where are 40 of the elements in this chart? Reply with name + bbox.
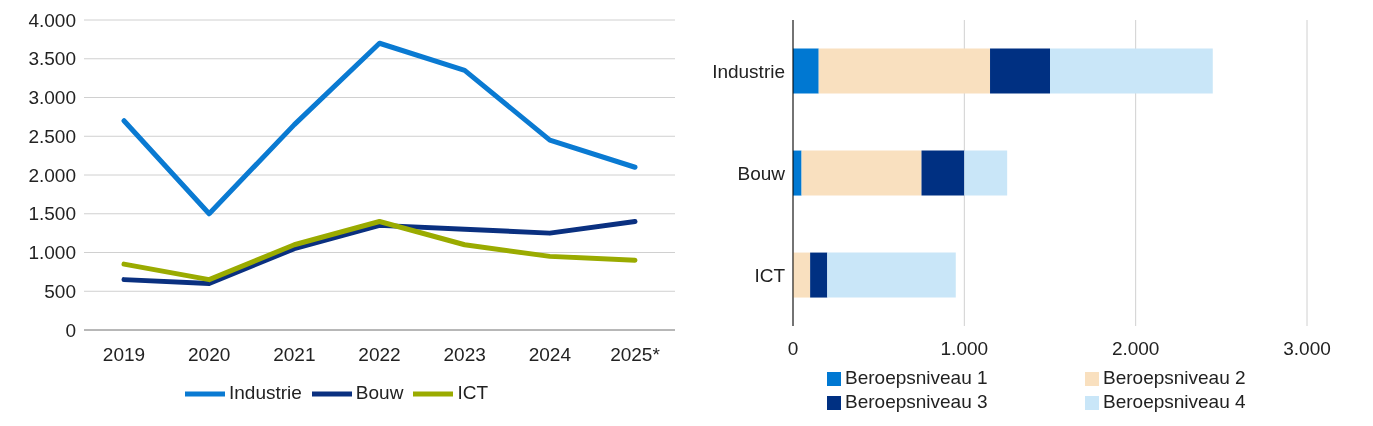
- bar: [793, 150, 802, 196]
- bar: [990, 48, 1050, 94]
- legend-label: Bouw: [355, 382, 404, 404]
- bar: [827, 252, 956, 298]
- y-tick-label: 2.000: [28, 164, 76, 186]
- bar: [1050, 48, 1213, 94]
- x-tick-label: 3.000: [1283, 338, 1331, 360]
- x-tick-label: 2022: [358, 344, 401, 366]
- x-tick-label: 2019: [102, 344, 146, 366]
- legend-label: Beroepsniveau 2: [1103, 366, 1247, 390]
- y-tick-label: Bouw: [737, 162, 786, 184]
- bar: [801, 150, 922, 196]
- x-tick-label: 2020: [188, 344, 231, 366]
- y-tick-label: ICT: [754, 264, 786, 286]
- x-tick-label: 2021: [273, 344, 316, 366]
- bar: [921, 150, 965, 196]
- x-tick-label: 2024: [528, 344, 572, 366]
- y-tick-label: 3.000: [28, 87, 76, 109]
- bar: [964, 150, 1008, 196]
- bar: [810, 252, 828, 298]
- y-tick-label: 500: [44, 280, 76, 302]
- legend-label: Industrie: [228, 382, 302, 404]
- legend-label: Beroepsniveau 1: [845, 366, 989, 390]
- bar: [818, 48, 991, 94]
- y-tick-label: 4.000: [28, 9, 76, 31]
- x-tick-label: 1.000: [940, 338, 989, 360]
- x-tick-label: 2023: [443, 344, 486, 366]
- legend-label: Beroepsniveau 4: [1103, 390, 1247, 414]
- y-tick-label: 2.500: [28, 125, 76, 147]
- bar: [793, 252, 811, 298]
- y-tick-label: Industrie: [712, 60, 785, 82]
- bar: [793, 48, 819, 94]
- legend-label: ICT: [457, 382, 488, 404]
- x-tick-label: 2.000: [1111, 338, 1160, 360]
- x-tick-label: 2025*: [610, 344, 661, 366]
- y-tick-label: 3.500: [28, 48, 76, 70]
- y-tick-label: 1.500: [28, 203, 76, 225]
- y-tick-label: 1.000: [28, 242, 76, 264]
- legend-label: Beroepsniveau 3: [845, 390, 989, 414]
- y-tick-label: 0: [65, 319, 76, 341]
